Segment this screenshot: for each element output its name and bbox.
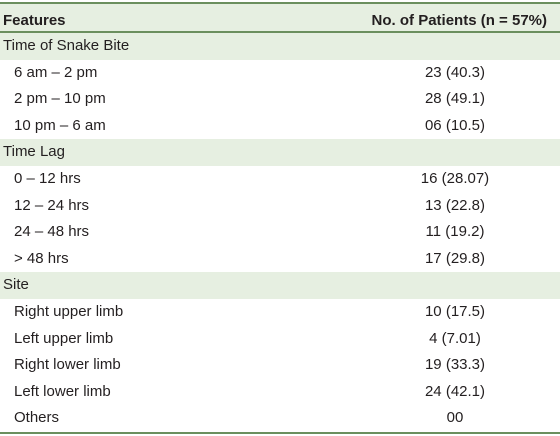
table-row: Right upper limb 10 (17.5) [0, 299, 560, 326]
section-label: Site [3, 276, 29, 294]
table-header-row: Features No. of Patients (n = 57%) [0, 4, 560, 31]
table-row: 0 – 12 hrs 16 (28.07) [0, 166, 560, 193]
patients-column-header: No. of Patients (n = 57%) [371, 12, 547, 29]
table-row: 10 pm – 6 am 06 (10.5) [0, 112, 560, 140]
row-value: 28 (49.1) [424, 90, 486, 108]
table-row: 12 – 24 hrs 13 (22.8) [0, 192, 560, 220]
row-label: 2 pm – 10 pm [14, 90, 106, 108]
section-label: Time of Snake Bite [3, 37, 130, 54]
features-column-header: Features [3, 12, 66, 29]
row-value: 24 (42.1) [424, 382, 486, 400]
row-label: Left upper limb [14, 329, 114, 347]
row-value: 4 (7.01) [429, 329, 481, 347]
table-row: Others 00 [0, 405, 560, 432]
row-value: 10 (17.5) [424, 303, 486, 320]
row-value: 16 (28.07) [420, 170, 490, 187]
row-value: 00 [446, 409, 464, 427]
row-label: 6 am – 2 pm [14, 63, 98, 81]
row-value: 19 (33.3) [424, 356, 486, 374]
row-label: 12 – 24 hrs [14, 196, 90, 214]
section-label: Time Lag [3, 143, 65, 161]
row-value: 11 (19.2) [425, 223, 485, 241]
row-value: 13 (22.8) [424, 196, 486, 214]
table-row: Right lower limb 19 (33.3) [0, 352, 560, 379]
section-row-time-of-bite: Time of Snake Bite [0, 33, 560, 60]
row-label: Others [14, 409, 60, 427]
row-value: 17 (29.8) [424, 249, 486, 267]
table-row: 6 am – 2 pm 23 (40.3) [0, 59, 560, 87]
section-row-site: Site [0, 272, 560, 299]
row-value: 06 (10.5) [424, 116, 486, 134]
table-bottom-rule [0, 432, 560, 434]
table-row: 24 – 48 hrs 11 (19.2) [0, 219, 560, 246]
row-label: 24 – 48 hrs [14, 223, 90, 241]
table-row: Left upper limb 4 (7.01) [0, 325, 560, 353]
table-top-rule [0, 2, 560, 4]
table-row: Left lower limb 24 (42.1) [0, 378, 560, 406]
table-row: > 48 hrs 17 (29.8) [0, 245, 560, 273]
row-label: > 48 hrs [14, 249, 69, 267]
row-label: Left lower limb [14, 382, 111, 400]
row-label: 10 pm – 6 am [14, 116, 106, 134]
section-row-time-lag: Time Lag [0, 139, 560, 166]
row-value: 23 (40.3) [424, 63, 486, 81]
table-row: 2 pm – 10 pm 28 (49.1) [0, 86, 560, 113]
row-label: 0 – 12 hrs [14, 170, 81, 187]
row-label: Right upper limb [14, 303, 124, 320]
row-label: Right lower limb [14, 356, 121, 374]
table-header-rule [0, 31, 560, 33]
